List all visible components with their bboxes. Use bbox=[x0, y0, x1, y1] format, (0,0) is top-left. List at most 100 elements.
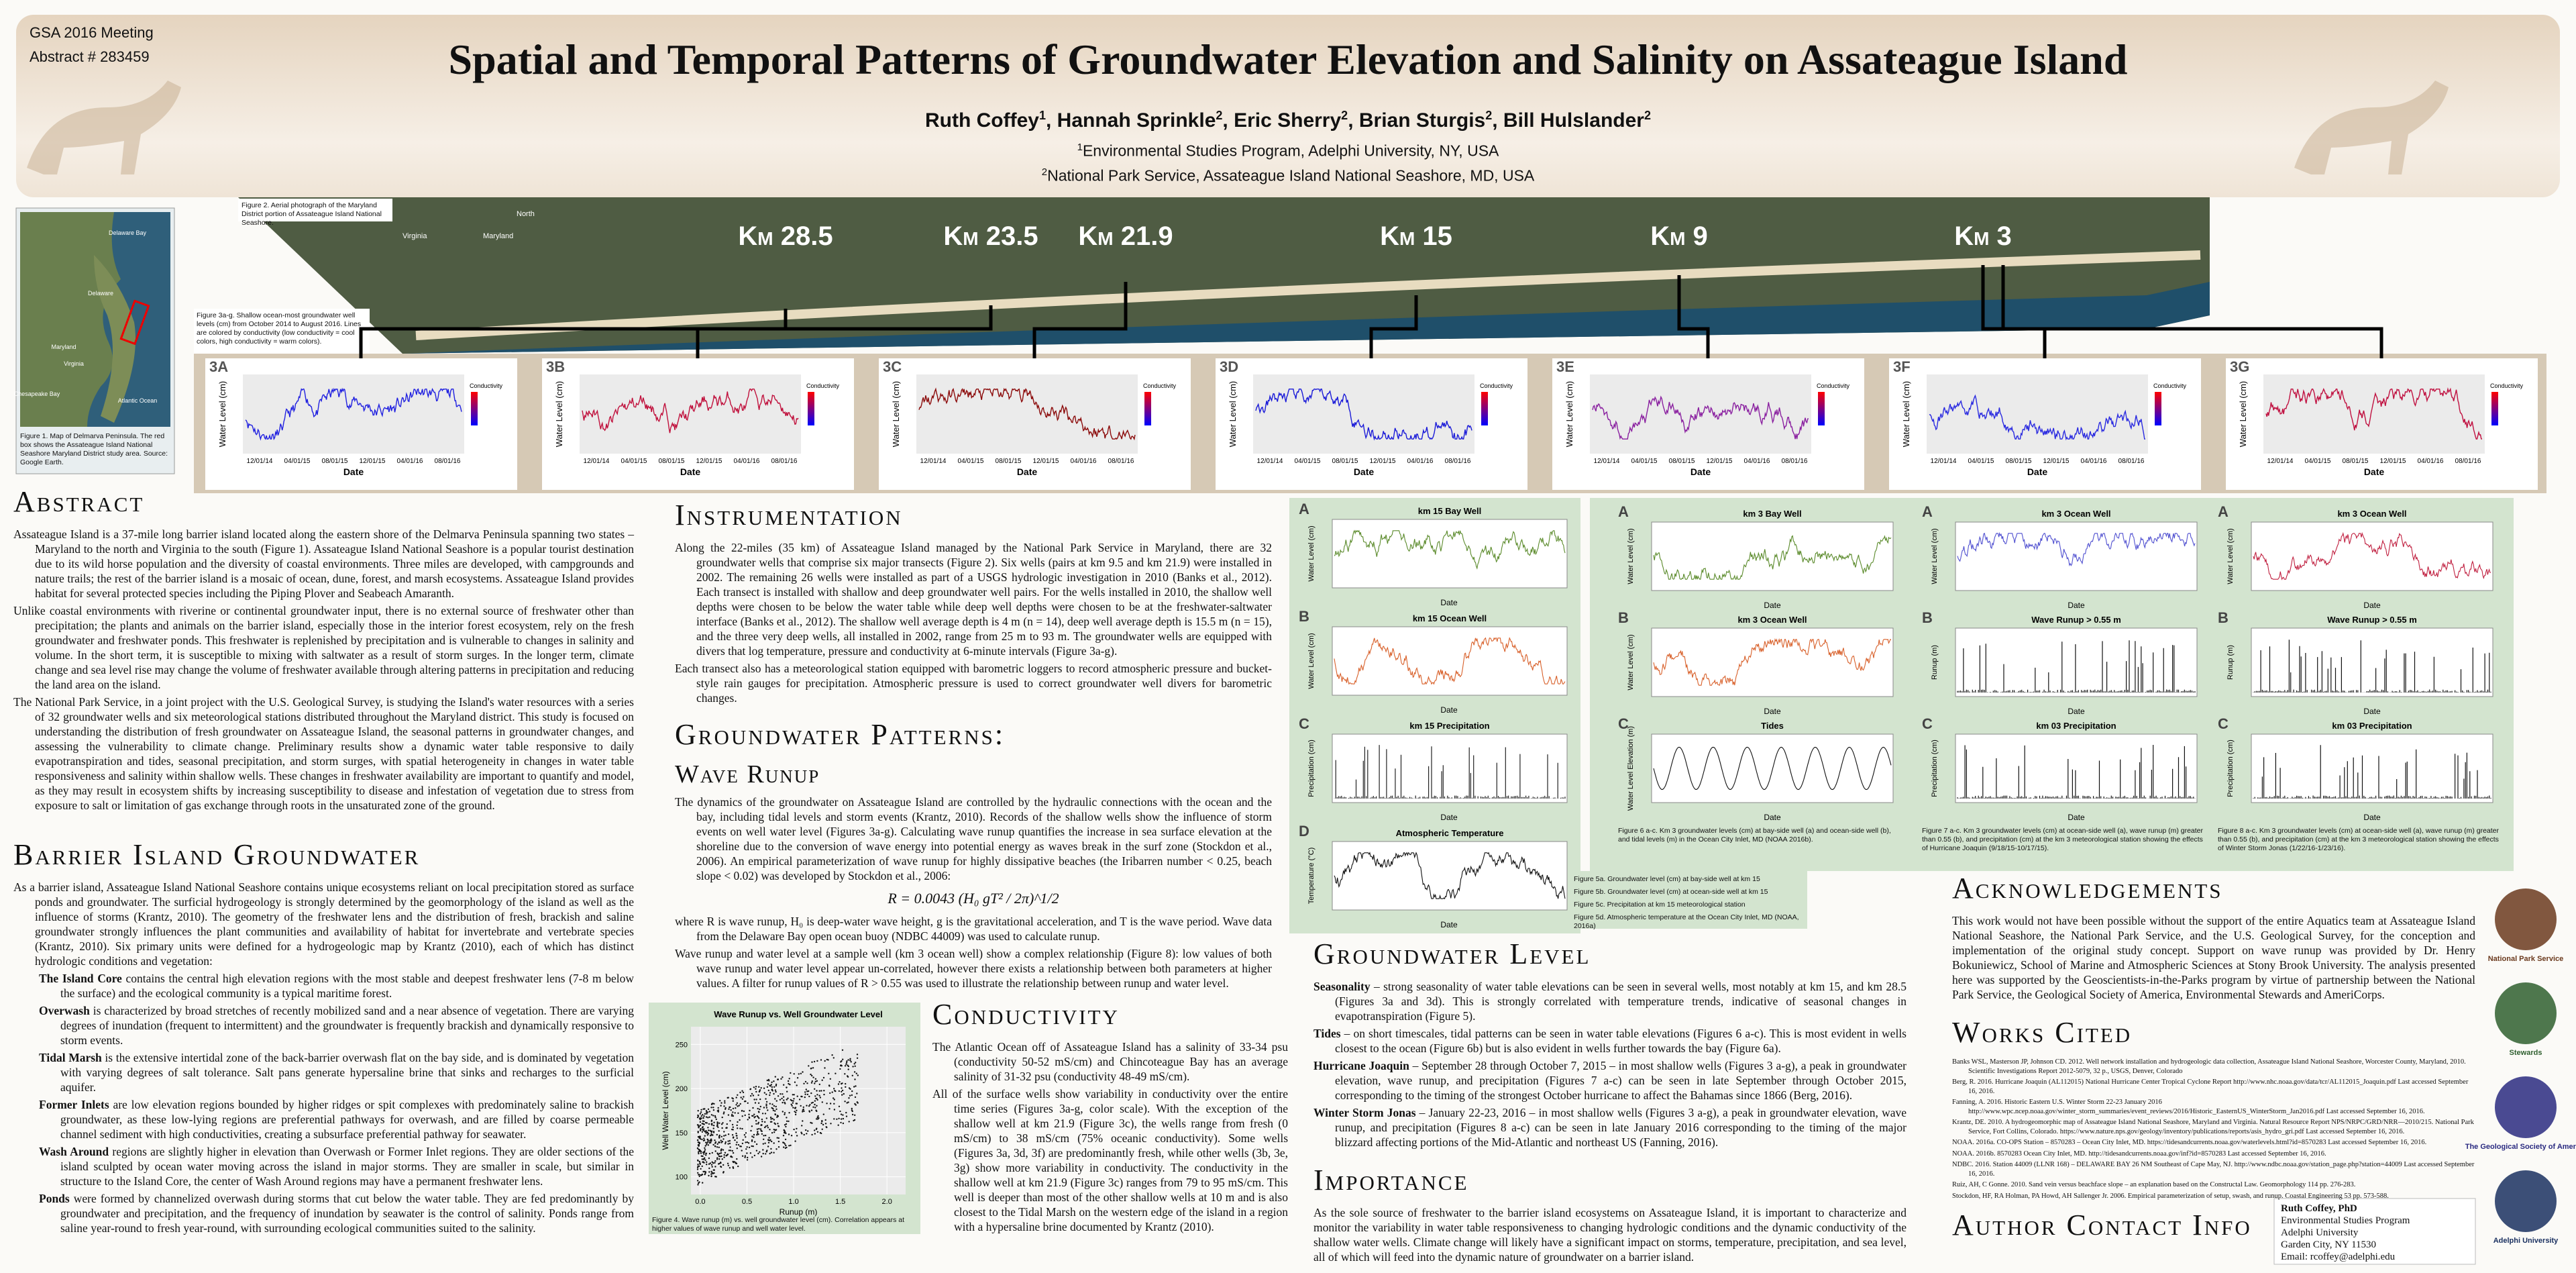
scatter-dot bbox=[702, 1161, 704, 1163]
scatter-dot bbox=[722, 1149, 724, 1151]
scatter-dot bbox=[751, 1139, 753, 1141]
scatter-dot bbox=[724, 1134, 727, 1136]
x-axis-label: Date bbox=[1764, 601, 1781, 610]
scatter-dot bbox=[786, 1099, 788, 1101]
scatter-dot bbox=[841, 1060, 843, 1062]
scatter-dot bbox=[731, 1128, 733, 1131]
panel-label: 3G bbox=[2230, 358, 2249, 375]
scatter-dot bbox=[758, 1127, 760, 1130]
meeting: GSA 2016 Meeting bbox=[30, 24, 154, 41]
term-paragraph: The Island Core contains the central hig… bbox=[13, 971, 634, 1001]
scatter-cloud bbox=[696, 1049, 859, 1186]
scatter-dot bbox=[697, 1131, 699, 1133]
scatter-dot bbox=[712, 1115, 714, 1117]
scatter-dot bbox=[758, 1111, 760, 1113]
scatter-dot bbox=[742, 1091, 745, 1094]
scatter-dot bbox=[720, 1123, 723, 1125]
scatter-dot bbox=[761, 1118, 763, 1121]
scatter-dot bbox=[773, 1080, 775, 1082]
scatter-dot bbox=[847, 1059, 849, 1061]
scatter-dot bbox=[792, 1102, 794, 1104]
scatter-dot bbox=[714, 1142, 716, 1144]
scatter-dot bbox=[774, 1098, 776, 1100]
scatter-dot bbox=[704, 1131, 706, 1133]
scatter-dot bbox=[735, 1162, 738, 1165]
scatter-dot bbox=[741, 1155, 744, 1157]
scatter-dot bbox=[770, 1152, 773, 1154]
scatter-dot bbox=[710, 1175, 712, 1177]
scatter-dot bbox=[845, 1086, 847, 1088]
plot-area bbox=[916, 374, 1138, 454]
scatter-dot bbox=[705, 1116, 708, 1118]
x-tick-label: 12/01/15 bbox=[2043, 458, 2070, 465]
scatter-dot bbox=[757, 1133, 759, 1135]
panel-label: 3E bbox=[1556, 358, 1574, 375]
y-axis-label: Water Level (cm) bbox=[217, 381, 227, 447]
scatter-dot bbox=[707, 1141, 709, 1143]
affiliation: 1Environmental Studies Program, Adelphi … bbox=[201, 137, 2375, 162]
term-text: – September 28 through October 7, 2015 –… bbox=[1335, 1059, 1907, 1102]
well-line bbox=[245, 387, 462, 441]
conductivity-section: Conductivity The Atlantic Ocean off of As… bbox=[932, 997, 1288, 1237]
scatter-dot bbox=[743, 1110, 745, 1113]
plot-area bbox=[1651, 627, 1894, 697]
scatter-dot bbox=[717, 1126, 719, 1129]
scatter-dot bbox=[700, 1168, 702, 1170]
plot-area bbox=[1651, 521, 1894, 591]
scatter-dot bbox=[793, 1128, 795, 1131]
scatter-dot bbox=[783, 1084, 785, 1086]
scatter-dot bbox=[698, 1127, 700, 1129]
fig5-caption: Figure 5d. Atmospheric temperature at th… bbox=[1574, 913, 1799, 930]
scatter-dot bbox=[787, 1097, 789, 1099]
scatter-dot bbox=[747, 1119, 749, 1121]
scatter-dot bbox=[777, 1125, 780, 1127]
scatter-dot bbox=[714, 1145, 716, 1148]
scatter-dot bbox=[761, 1133, 763, 1135]
scatter-dot bbox=[775, 1084, 777, 1087]
scatter-dot bbox=[855, 1085, 857, 1087]
scatter-dot bbox=[794, 1081, 796, 1083]
x-tick-label: 1.5 bbox=[835, 1198, 845, 1206]
scatter-dot bbox=[769, 1139, 771, 1141]
scatter-dot bbox=[769, 1103, 771, 1105]
scatter-dot bbox=[824, 1123, 827, 1125]
scatter-dot bbox=[755, 1123, 757, 1125]
scatter-dot bbox=[773, 1152, 775, 1154]
y-tick-label: 150 bbox=[676, 1129, 688, 1137]
scatter-dot bbox=[737, 1105, 739, 1107]
scatter-dot bbox=[713, 1103, 715, 1105]
scatter-dot bbox=[736, 1148, 739, 1150]
scatter-dot bbox=[784, 1138, 787, 1141]
term-text: were formed by channelized overwash duri… bbox=[60, 1192, 634, 1235]
scatter-dot bbox=[701, 1131, 704, 1133]
x-tick-label: 04/01/15 bbox=[1631, 458, 1658, 465]
scatter-dot bbox=[746, 1146, 748, 1148]
scatter-dot bbox=[702, 1170, 704, 1173]
scatter-dot bbox=[709, 1140, 711, 1142]
scatter-dot bbox=[804, 1080, 807, 1083]
scatter-dot bbox=[704, 1149, 706, 1151]
scatter-dot bbox=[700, 1109, 702, 1111]
scatter-dot bbox=[744, 1156, 746, 1158]
scatter-dot bbox=[802, 1111, 804, 1113]
x-tick-label: 12/01/14 bbox=[247, 458, 273, 465]
y-axis-label: Water Level (cm) bbox=[1307, 525, 1316, 581]
scatter-dot bbox=[848, 1097, 850, 1099]
scatter-dot bbox=[759, 1151, 761, 1153]
scatter-dot bbox=[720, 1152, 722, 1154]
scatter-dot bbox=[777, 1146, 780, 1148]
series-line bbox=[1957, 745, 2196, 799]
panel-title: Tides bbox=[1761, 721, 1784, 731]
scatter-dot bbox=[751, 1140, 753, 1142]
scatter-dot bbox=[700, 1115, 702, 1117]
scatter-dot bbox=[737, 1121, 739, 1123]
scatter-dot bbox=[761, 1121, 763, 1123]
scatter-dot bbox=[703, 1153, 705, 1155]
scatter-dot bbox=[744, 1114, 746, 1117]
legend-title: Conductivity bbox=[806, 383, 840, 389]
scatter-dot bbox=[854, 1103, 856, 1105]
scatter-dot bbox=[802, 1120, 804, 1122]
pointer-arrow bbox=[1677, 275, 1710, 368]
reference: Stockdon, HF, RA Holman, PA Howd, AH Sal… bbox=[1952, 1192, 2389, 1200]
